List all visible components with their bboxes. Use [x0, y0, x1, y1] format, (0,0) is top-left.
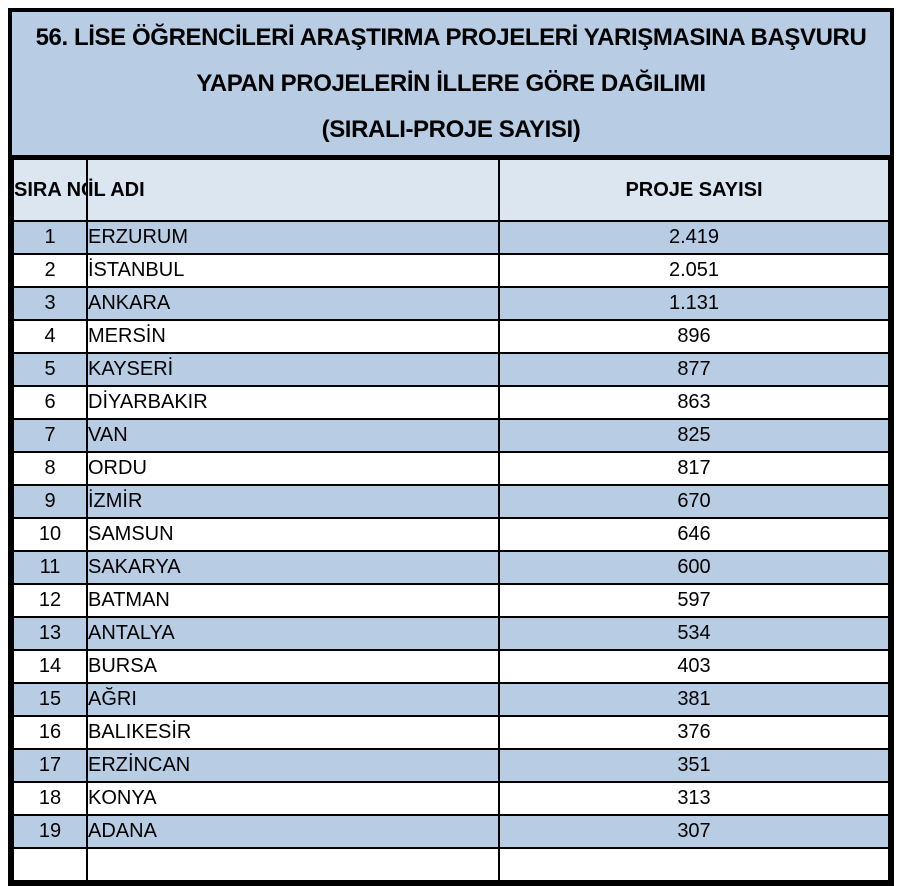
table-row: 3 ANKARA 1.131 — [12, 286, 890, 321]
row-proje-sayisi: 2.051 — [498, 253, 890, 288]
table-row: 5 KAYSERİ 877 — [12, 352, 890, 387]
row-proje-sayisi: 307 — [498, 814, 890, 849]
row-il-adi: KONYA — [86, 781, 500, 816]
row-sira-no: 13 — [12, 616, 88, 651]
table-row: 6 DİYARBAKIR 863 — [12, 385, 890, 420]
table-row: 19 ADANA 307 — [12, 814, 890, 849]
row-sira-no: 7 — [12, 418, 88, 453]
row-proje-sayisi: 670 — [498, 484, 890, 519]
header-row: SIRA NO İL ADI PROJE SAYISI — [12, 158, 890, 222]
row-proje-sayisi: 534 — [498, 616, 890, 651]
row-sira-no: 15 — [12, 682, 88, 717]
row-proje-sayisi: 597 — [498, 583, 890, 618]
row-sira-no — [12, 847, 88, 882]
row-proje-sayisi: 877 — [498, 352, 890, 387]
row-sira-no: 18 — [12, 781, 88, 816]
row-il-adi: SAKARYA — [86, 550, 500, 585]
table-row: 8 ORDU 817 — [12, 451, 890, 486]
row-proje-sayisi: 863 — [498, 385, 890, 420]
table-row: 11 SAKARYA 600 — [12, 550, 890, 585]
row-proje-sayisi: 1.131 — [498, 286, 890, 321]
row-il-adi: İSTANBUL — [86, 253, 500, 288]
table-body: 1 ERZURUM 2.419 2 İSTANBUL 2.051 3 ANKARA 1.131 4… — [12, 220, 890, 882]
row-sira-no: 4 — [12, 319, 88, 354]
table-row: 15 AĞRI 381 — [12, 682, 890, 717]
row-il-adi: ANTALYA — [86, 616, 500, 651]
row-il-adi: İZMİR — [86, 484, 500, 519]
row-proje-sayisi: 313 — [498, 781, 890, 816]
table-row — [12, 847, 890, 882]
row-sira-no: 9 — [12, 484, 88, 519]
row-il-adi: MERSİN — [86, 319, 500, 354]
row-il-adi — [86, 847, 500, 882]
row-sira-no: 19 — [12, 814, 88, 849]
column-header-il-adi: İL ADI — [86, 158, 500, 222]
table-row: 16 BALIKESİR 376 — [12, 715, 890, 750]
row-sira-no: 3 — [12, 286, 88, 321]
row-il-adi: VAN — [86, 418, 500, 453]
row-sira-no: 17 — [12, 748, 88, 783]
row-proje-sayisi: 817 — [498, 451, 890, 486]
row-il-adi: BATMAN — [86, 583, 500, 618]
table-row: 9 İZMİR 670 — [12, 484, 890, 519]
table-row: 10 SAMSUN 646 — [12, 517, 890, 552]
table-row: 12 BATMAN 597 — [12, 583, 890, 618]
row-il-adi: BALIKESİR — [86, 715, 500, 750]
row-proje-sayisi: 351 — [498, 748, 890, 783]
row-il-adi: DİYARBAKIR — [86, 385, 500, 420]
row-il-adi: ERZURUM — [86, 220, 500, 255]
row-sira-no: 12 — [12, 583, 88, 618]
row-proje-sayisi: 825 — [498, 418, 890, 453]
row-il-adi: ORDU — [86, 451, 500, 486]
row-proje-sayisi — [498, 847, 890, 882]
column-header-sira-no: SIRA NO — [12, 158, 88, 222]
table-title: 56. LİSE ÖĞRENCİLERİ ARAŞTIRMA PROJELERİ… — [12, 12, 890, 158]
row-sira-no: 14 — [12, 649, 88, 684]
row-proje-sayisi: 381 — [498, 682, 890, 717]
table-row: 18 KONYA 313 — [12, 781, 890, 816]
table-row: 7 VAN 825 — [12, 418, 890, 453]
table-row: 4 MERSİN 896 — [12, 319, 890, 354]
row-sira-no: 10 — [12, 517, 88, 552]
title-line-2: YAPAN PROJELERİN İLLERE GÖRE DAĞILIMI — [196, 69, 706, 97]
row-sira-no: 6 — [12, 385, 88, 420]
title-line-3: (SIRALI-PROJE SAYISI) — [321, 115, 581, 143]
table-row: 1 ERZURUM 2.419 — [12, 220, 890, 255]
row-il-adi: SAMSUN — [86, 517, 500, 552]
table-row: 2 İSTANBUL 2.051 — [12, 253, 890, 288]
table-header: SIRA NO İL ADI PROJE SAYISI — [12, 158, 890, 222]
row-il-adi: ERZİNCAN — [86, 748, 500, 783]
row-il-adi: AĞRI — [86, 682, 500, 717]
table-row: 17 ERZİNCAN 351 — [12, 748, 890, 783]
row-sira-no: 11 — [12, 550, 88, 585]
row-proje-sayisi: 403 — [498, 649, 890, 684]
row-il-adi: ADANA — [86, 814, 500, 849]
row-sira-no: 1 — [12, 220, 88, 255]
row-sira-no: 5 — [12, 352, 88, 387]
row-sira-no: 16 — [12, 715, 88, 750]
row-proje-sayisi: 646 — [498, 517, 890, 552]
row-il-adi: KAYSERİ — [86, 352, 500, 387]
row-sira-no: 2 — [12, 253, 88, 288]
row-il-adi: BURSA — [86, 649, 500, 684]
row-proje-sayisi: 600 — [498, 550, 890, 585]
column-header-proje-sayisi: PROJE SAYISI — [498, 158, 890, 222]
row-proje-sayisi: 2.419 — [498, 220, 890, 255]
table-row: 14 BURSA 403 — [12, 649, 890, 684]
row-il-adi: ANKARA — [86, 286, 500, 321]
table-row: 13 ANTALYA 534 — [12, 616, 890, 651]
row-proje-sayisi: 376 — [498, 715, 890, 750]
row-proje-sayisi: 896 — [498, 319, 890, 354]
title-line-1: 56. LİSE ÖĞRENCİLERİ ARAŞTIRMA PROJELERİ… — [35, 23, 867, 51]
province-distribution-table: 56. LİSE ÖĞRENCİLERİ ARAŞTIRMA PROJELERİ… — [8, 8, 894, 886]
row-sira-no: 8 — [12, 451, 88, 486]
data-table: SIRA NO İL ADI PROJE SAYISI 1ERZURUM2.41… — [12, 158, 890, 882]
